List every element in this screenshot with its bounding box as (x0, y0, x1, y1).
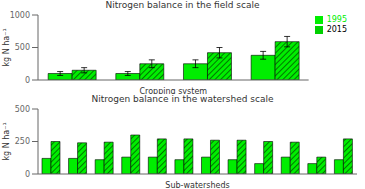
svg-text:0: 0 (25, 170, 30, 179)
svg-text:500: 500 (15, 105, 30, 114)
svg-text:1000: 1000 (10, 11, 30, 20)
svg-text:500: 500 (15, 43, 30, 52)
svg-text:250: 250 (15, 137, 30, 146)
html-text:Nitrogen balance in the waters: Nitrogen balance in the watershed scale (91, 94, 274, 104)
html-text:Nitrogen balance in the field: Nitrogen balance in the field scale (105, 0, 260, 10)
svg-text:kg N ha⁻¹: kg N ha⁻¹ (8, 28, 11, 66)
html-text:1995: 1995 (326, 15, 347, 24)
svg-text:Sub-watersheds: Sub-watersheds (165, 181, 229, 188)
svg-text:0: 0 (25, 76, 30, 85)
svg-text:kg N ha⁻¹: kg N ha⁻¹ (8, 122, 11, 160)
html-text:2015: 2015 (326, 25, 347, 34)
svg-text:Cropping system: Cropping system (140, 87, 208, 94)
